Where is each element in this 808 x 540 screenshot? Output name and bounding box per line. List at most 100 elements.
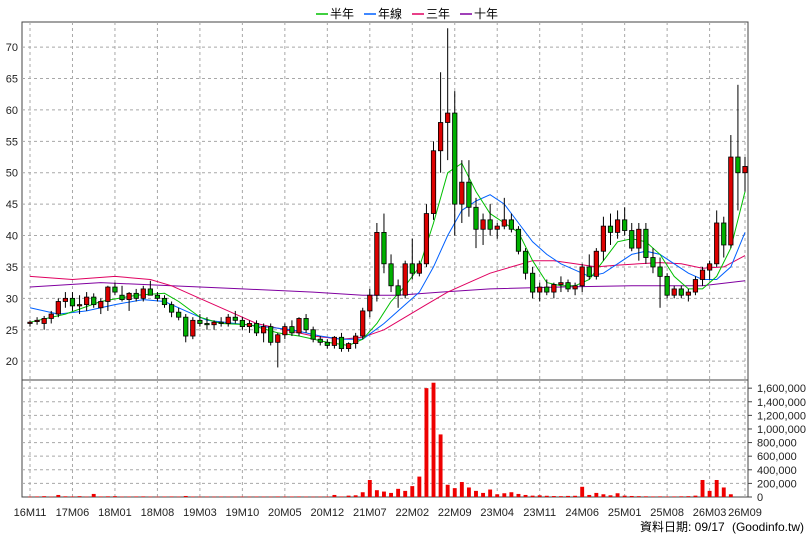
volume-bar <box>382 491 386 497</box>
volume-tick-label: 800,000 <box>757 438 797 450</box>
candle-body-up <box>494 225 500 230</box>
candle-body-up <box>714 222 720 265</box>
volume-bar <box>679 496 684 497</box>
price-tick-label: 30 <box>6 293 18 305</box>
volume-bar <box>325 496 330 498</box>
candle-body-down <box>629 230 635 249</box>
candle <box>657 257 663 308</box>
volume-bar <box>587 494 592 497</box>
candle <box>147 280 153 296</box>
footer-date: 資料日期: 09/17 <box>640 520 725 534</box>
candle-body-down <box>133 292 139 299</box>
candle-body-down <box>650 257 656 268</box>
candle-body-up <box>614 219 621 233</box>
candle-body-up <box>537 286 543 293</box>
candle-body-down <box>565 282 571 290</box>
candle <box>381 213 387 274</box>
volume-bar <box>77 496 82 497</box>
volume-bar <box>410 486 415 497</box>
x-tick-label: 22M09 <box>438 507 472 519</box>
candle <box>558 276 564 293</box>
candle-body-down <box>508 219 514 230</box>
candle <box>190 317 196 340</box>
candle <box>607 213 614 245</box>
volume-bar <box>431 382 436 497</box>
candle <box>154 292 161 302</box>
candle-body-down <box>515 228 522 252</box>
candle-body-down <box>735 156 741 174</box>
candle-body-up <box>27 321 33 324</box>
candle <box>261 323 267 343</box>
candle <box>374 222 380 302</box>
volume-bar <box>233 496 238 498</box>
price-tick-label: 60 <box>6 105 18 117</box>
candle-body-up <box>76 304 83 307</box>
candle-body-down <box>317 338 323 343</box>
candle-body-up <box>480 219 486 230</box>
candle <box>303 314 309 333</box>
candle-body-down <box>544 286 550 293</box>
candle <box>62 292 68 308</box>
candle-body-up <box>551 284 557 293</box>
price-panel: 20 25 30 35 40 45 50 55 60 65 70 <box>6 21 749 381</box>
candle <box>324 339 330 349</box>
candle <box>565 279 571 293</box>
volume-bar <box>466 487 471 497</box>
candle <box>466 160 472 217</box>
candle <box>714 210 720 267</box>
candle-body-down <box>395 285 401 296</box>
candle <box>140 285 146 302</box>
candle-body-down <box>112 286 118 293</box>
volume-tick-label: 1,600,000 <box>757 383 806 395</box>
candle <box>253 320 260 337</box>
volume-bar <box>700 479 705 497</box>
price-tick-label: 40 <box>6 231 18 243</box>
price-tick-label: 25 <box>6 325 18 337</box>
candle <box>430 141 437 220</box>
volume-bar <box>63 496 68 497</box>
candle-body-up <box>579 266 585 287</box>
volume-bar <box>594 492 599 497</box>
volume-bar <box>651 496 655 497</box>
volume-bar <box>212 496 217 498</box>
candle <box>572 282 578 296</box>
candle <box>76 295 83 315</box>
candle <box>459 160 465 223</box>
candle <box>728 135 734 249</box>
candle-body-down <box>154 294 161 299</box>
volume-bar <box>297 496 301 497</box>
volume-bar <box>162 496 167 498</box>
candle-body-down <box>586 266 592 277</box>
volume-tick-label: 1,000,000 <box>757 424 806 436</box>
volume-bar <box>190 496 195 498</box>
candle-body-down <box>232 316 238 321</box>
candle-body-up <box>353 335 359 344</box>
candle-body-down <box>168 304 175 313</box>
candle <box>232 310 238 324</box>
legend-label: 三年 <box>426 7 450 21</box>
x-axis-labels: 16M11 17M06 18M01 18M08 19M03 19M10 20M05 20M12… <box>14 507 762 519</box>
candle <box>176 307 182 321</box>
price-axis: 20 25 30 35 40 45 50 55 60 65 70 <box>6 42 18 368</box>
candle <box>402 260 408 299</box>
candle-body-down <box>176 311 182 318</box>
volume-bar <box>636 496 641 497</box>
candle-body-up <box>699 269 706 280</box>
volume-bar <box>261 496 266 498</box>
candle <box>629 222 635 252</box>
volume-bar <box>275 496 280 497</box>
candle-body-down <box>657 266 663 277</box>
candle-body-up <box>360 310 366 337</box>
legend-label: 十年 <box>474 7 498 21</box>
candle-body-down <box>239 319 245 328</box>
volume-bar <box>558 496 563 497</box>
candle <box>183 314 189 343</box>
x-tick-label: 25M01 <box>608 507 642 519</box>
candle-body-up <box>374 232 380 296</box>
candle-body-up <box>282 326 288 336</box>
candle <box>515 226 522 255</box>
candle <box>112 282 118 296</box>
candle-body-down <box>324 341 330 346</box>
candle <box>367 288 373 318</box>
